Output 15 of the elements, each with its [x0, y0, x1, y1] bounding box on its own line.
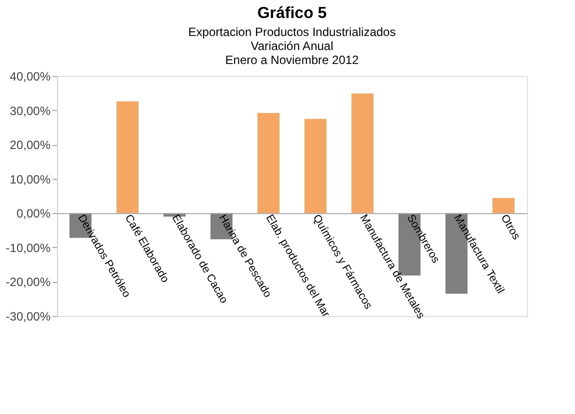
chart-subtitle: Exportacion Productos Industrializados Variación Anual Enero a Noviembre 2012	[188, 25, 396, 67]
y-tick-label: 0,00%	[16, 206, 51, 221]
chart-title: Gráfico 5	[257, 5, 327, 22]
y-tick-label: -10,00%	[6, 240, 51, 255]
y-tick-label: 10,00%	[10, 172, 51, 186]
y-tick-label: -30,00%	[6, 310, 51, 324]
bar	[352, 93, 374, 214]
y-tick-label: 20,00%	[10, 138, 51, 152]
bar	[258, 113, 280, 214]
bar	[304, 118, 326, 214]
y-tick-label: 40,00%	[10, 70, 51, 84]
y-tick-label: -20,00%	[6, 275, 51, 290]
y-tick-label: 30,00%	[10, 104, 51, 118]
bar	[116, 101, 138, 214]
bar	[492, 198, 514, 214]
